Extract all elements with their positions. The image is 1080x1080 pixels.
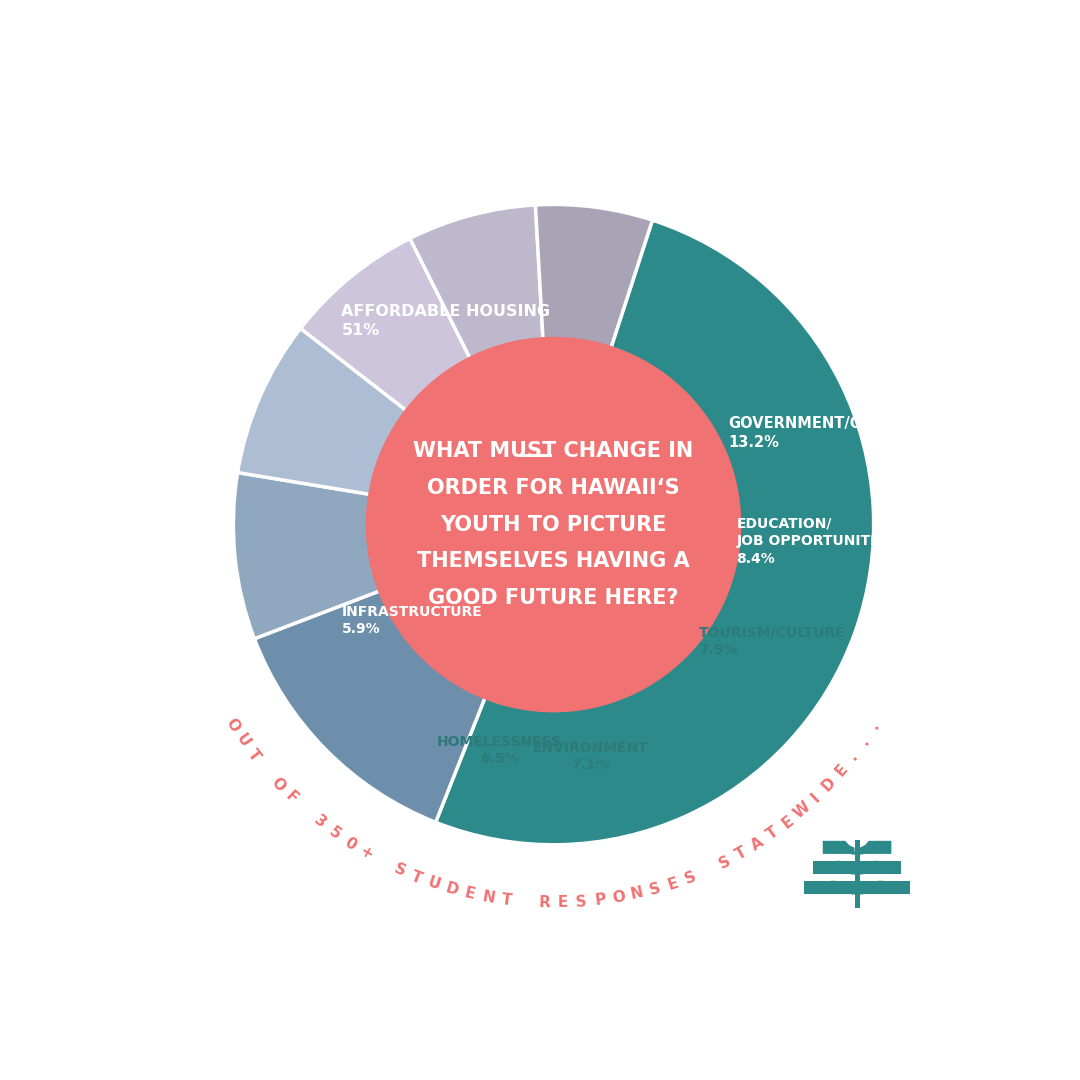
Text: S: S <box>716 853 733 872</box>
Text: .: . <box>856 734 872 747</box>
Polygon shape <box>813 861 854 874</box>
Text: O: O <box>222 716 242 734</box>
Polygon shape <box>831 881 858 894</box>
Text: S: S <box>391 861 407 879</box>
Text: O: O <box>611 889 626 906</box>
Text: P: P <box>594 892 607 908</box>
Text: T: T <box>732 845 750 862</box>
Text: T: T <box>764 824 781 842</box>
Text: D: D <box>444 880 460 899</box>
Text: GOOD FUTURE HERE?: GOOD FUTURE HERE? <box>429 588 678 608</box>
Text: TOURISM/CULTURE
7.9%: TOURISM/CULTURE 7.9% <box>699 625 846 657</box>
Wedge shape <box>255 525 554 822</box>
Text: ENVIRONMENT
7.1%: ENVIRONMENT 7.1% <box>534 741 649 772</box>
Wedge shape <box>233 473 554 638</box>
Polygon shape <box>840 841 858 854</box>
Text: INFRASTRUCTURE
5.9%: INFRASTRUCTURE 5.9% <box>341 605 482 636</box>
Polygon shape <box>823 841 854 854</box>
Wedge shape <box>238 328 554 525</box>
Text: EDUCATION/
JOB OPPORTUNITIES
8.4%: EDUCATION/ JOB OPPORTUNITIES 8.4% <box>737 517 895 566</box>
Text: E: E <box>557 895 568 910</box>
Polygon shape <box>858 841 874 854</box>
Text: R: R <box>538 895 550 910</box>
Text: N: N <box>629 885 645 903</box>
Text: S: S <box>648 880 662 897</box>
Text: D: D <box>819 774 838 794</box>
Polygon shape <box>858 861 879 875</box>
Text: U: U <box>426 875 443 893</box>
Text: O: O <box>268 774 288 794</box>
Text: T: T <box>501 892 513 908</box>
Text: 0: 0 <box>341 835 359 853</box>
Polygon shape <box>860 881 910 894</box>
Polygon shape <box>860 861 901 874</box>
Text: E: E <box>463 886 477 902</box>
Wedge shape <box>410 205 554 525</box>
Text: S: S <box>576 894 588 909</box>
Text: A: A <box>748 834 766 853</box>
Text: +: + <box>356 843 375 863</box>
Polygon shape <box>858 881 883 894</box>
Wedge shape <box>435 220 874 845</box>
Text: GOVERNMENT/OTHER
13.2%: GOVERNMENT/OTHER 13.2% <box>728 416 906 450</box>
Wedge shape <box>536 204 652 525</box>
Text: U: U <box>233 731 253 751</box>
Polygon shape <box>854 839 860 908</box>
Wedge shape <box>300 239 554 525</box>
Text: .: . <box>846 748 861 762</box>
Text: F: F <box>282 788 300 807</box>
Text: S: S <box>683 868 699 887</box>
Text: T: T <box>245 747 264 765</box>
Text: E: E <box>665 875 680 892</box>
Text: THEMSELVES HAVING A: THEMSELVES HAVING A <box>417 551 690 571</box>
Polygon shape <box>835 861 858 875</box>
Text: 5: 5 <box>326 824 343 842</box>
Text: I: I <box>809 791 823 805</box>
Text: T: T <box>409 868 424 887</box>
Text: ORDER FOR HAWAIIʻS: ORDER FOR HAWAIIʻS <box>428 478 679 498</box>
Text: WHAT MUST CHANGE IN: WHAT MUST CHANGE IN <box>414 442 693 461</box>
Circle shape <box>366 337 741 712</box>
Text: .: . <box>866 719 882 731</box>
Text: E: E <box>779 813 796 832</box>
Text: HOMELESSNESS
6.5%: HOMELESSNESS 6.5% <box>437 735 562 767</box>
Text: N: N <box>481 889 496 906</box>
Text: E: E <box>833 761 850 779</box>
Text: W: W <box>791 799 813 821</box>
Polygon shape <box>804 881 854 894</box>
Text: AFFORDABLE HOUSING
51%: AFFORDABLE HOUSING 51% <box>341 305 551 338</box>
Polygon shape <box>860 841 891 854</box>
Text: 3: 3 <box>311 813 328 832</box>
Text: YOUTH TO PICTURE: YOUTH TO PICTURE <box>441 514 666 535</box>
